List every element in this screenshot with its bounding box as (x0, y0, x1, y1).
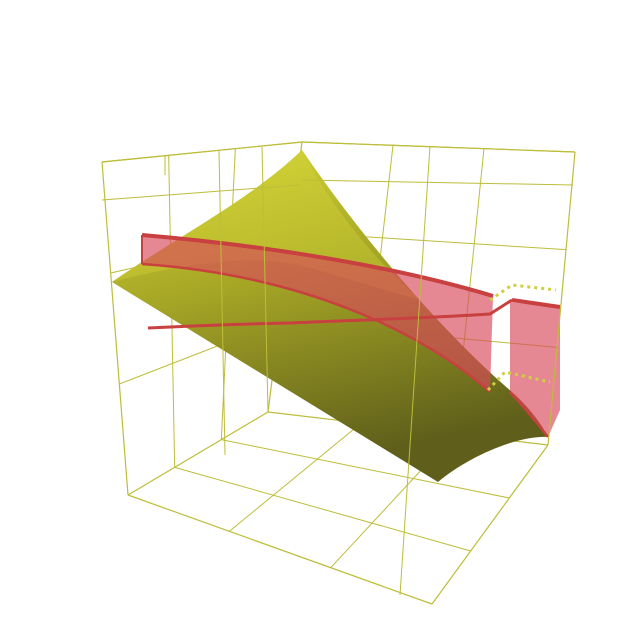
box-edge-front (101, 161, 129, 496)
ribbon-center-curve (147, 298, 513, 330)
box-edge-front (431, 444, 549, 605)
box-gridline (301, 179, 574, 186)
box-gridline (399, 145, 431, 596)
ribbon-front (141, 233, 561, 438)
ribbon-bottom-edge (141, 262, 491, 393)
ribbon-right-top-edge (511, 298, 561, 309)
box-edge (127, 411, 269, 496)
floor-gridline-u (174, 466, 471, 552)
axes-box-front (101, 141, 576, 605)
region-outline-top (489, 283, 557, 302)
box-gridline (261, 146, 269, 413)
ribbon-right (510, 302, 560, 437)
box-gridline (218, 150, 226, 456)
region-outline-bottom (486, 370, 551, 392)
box-edge-front (301, 141, 576, 153)
box-gridline (101, 184, 301, 201)
ribbon-right-bottom-edge (509, 391, 549, 438)
floor-gridline-u (221, 439, 510, 499)
floor-gridline-v (229, 422, 362, 532)
box-edge-front (101, 141, 303, 163)
ribbon-top-edge (141, 233, 494, 298)
box-edge-front (127, 494, 433, 605)
box-edge-front (547, 151, 576, 446)
